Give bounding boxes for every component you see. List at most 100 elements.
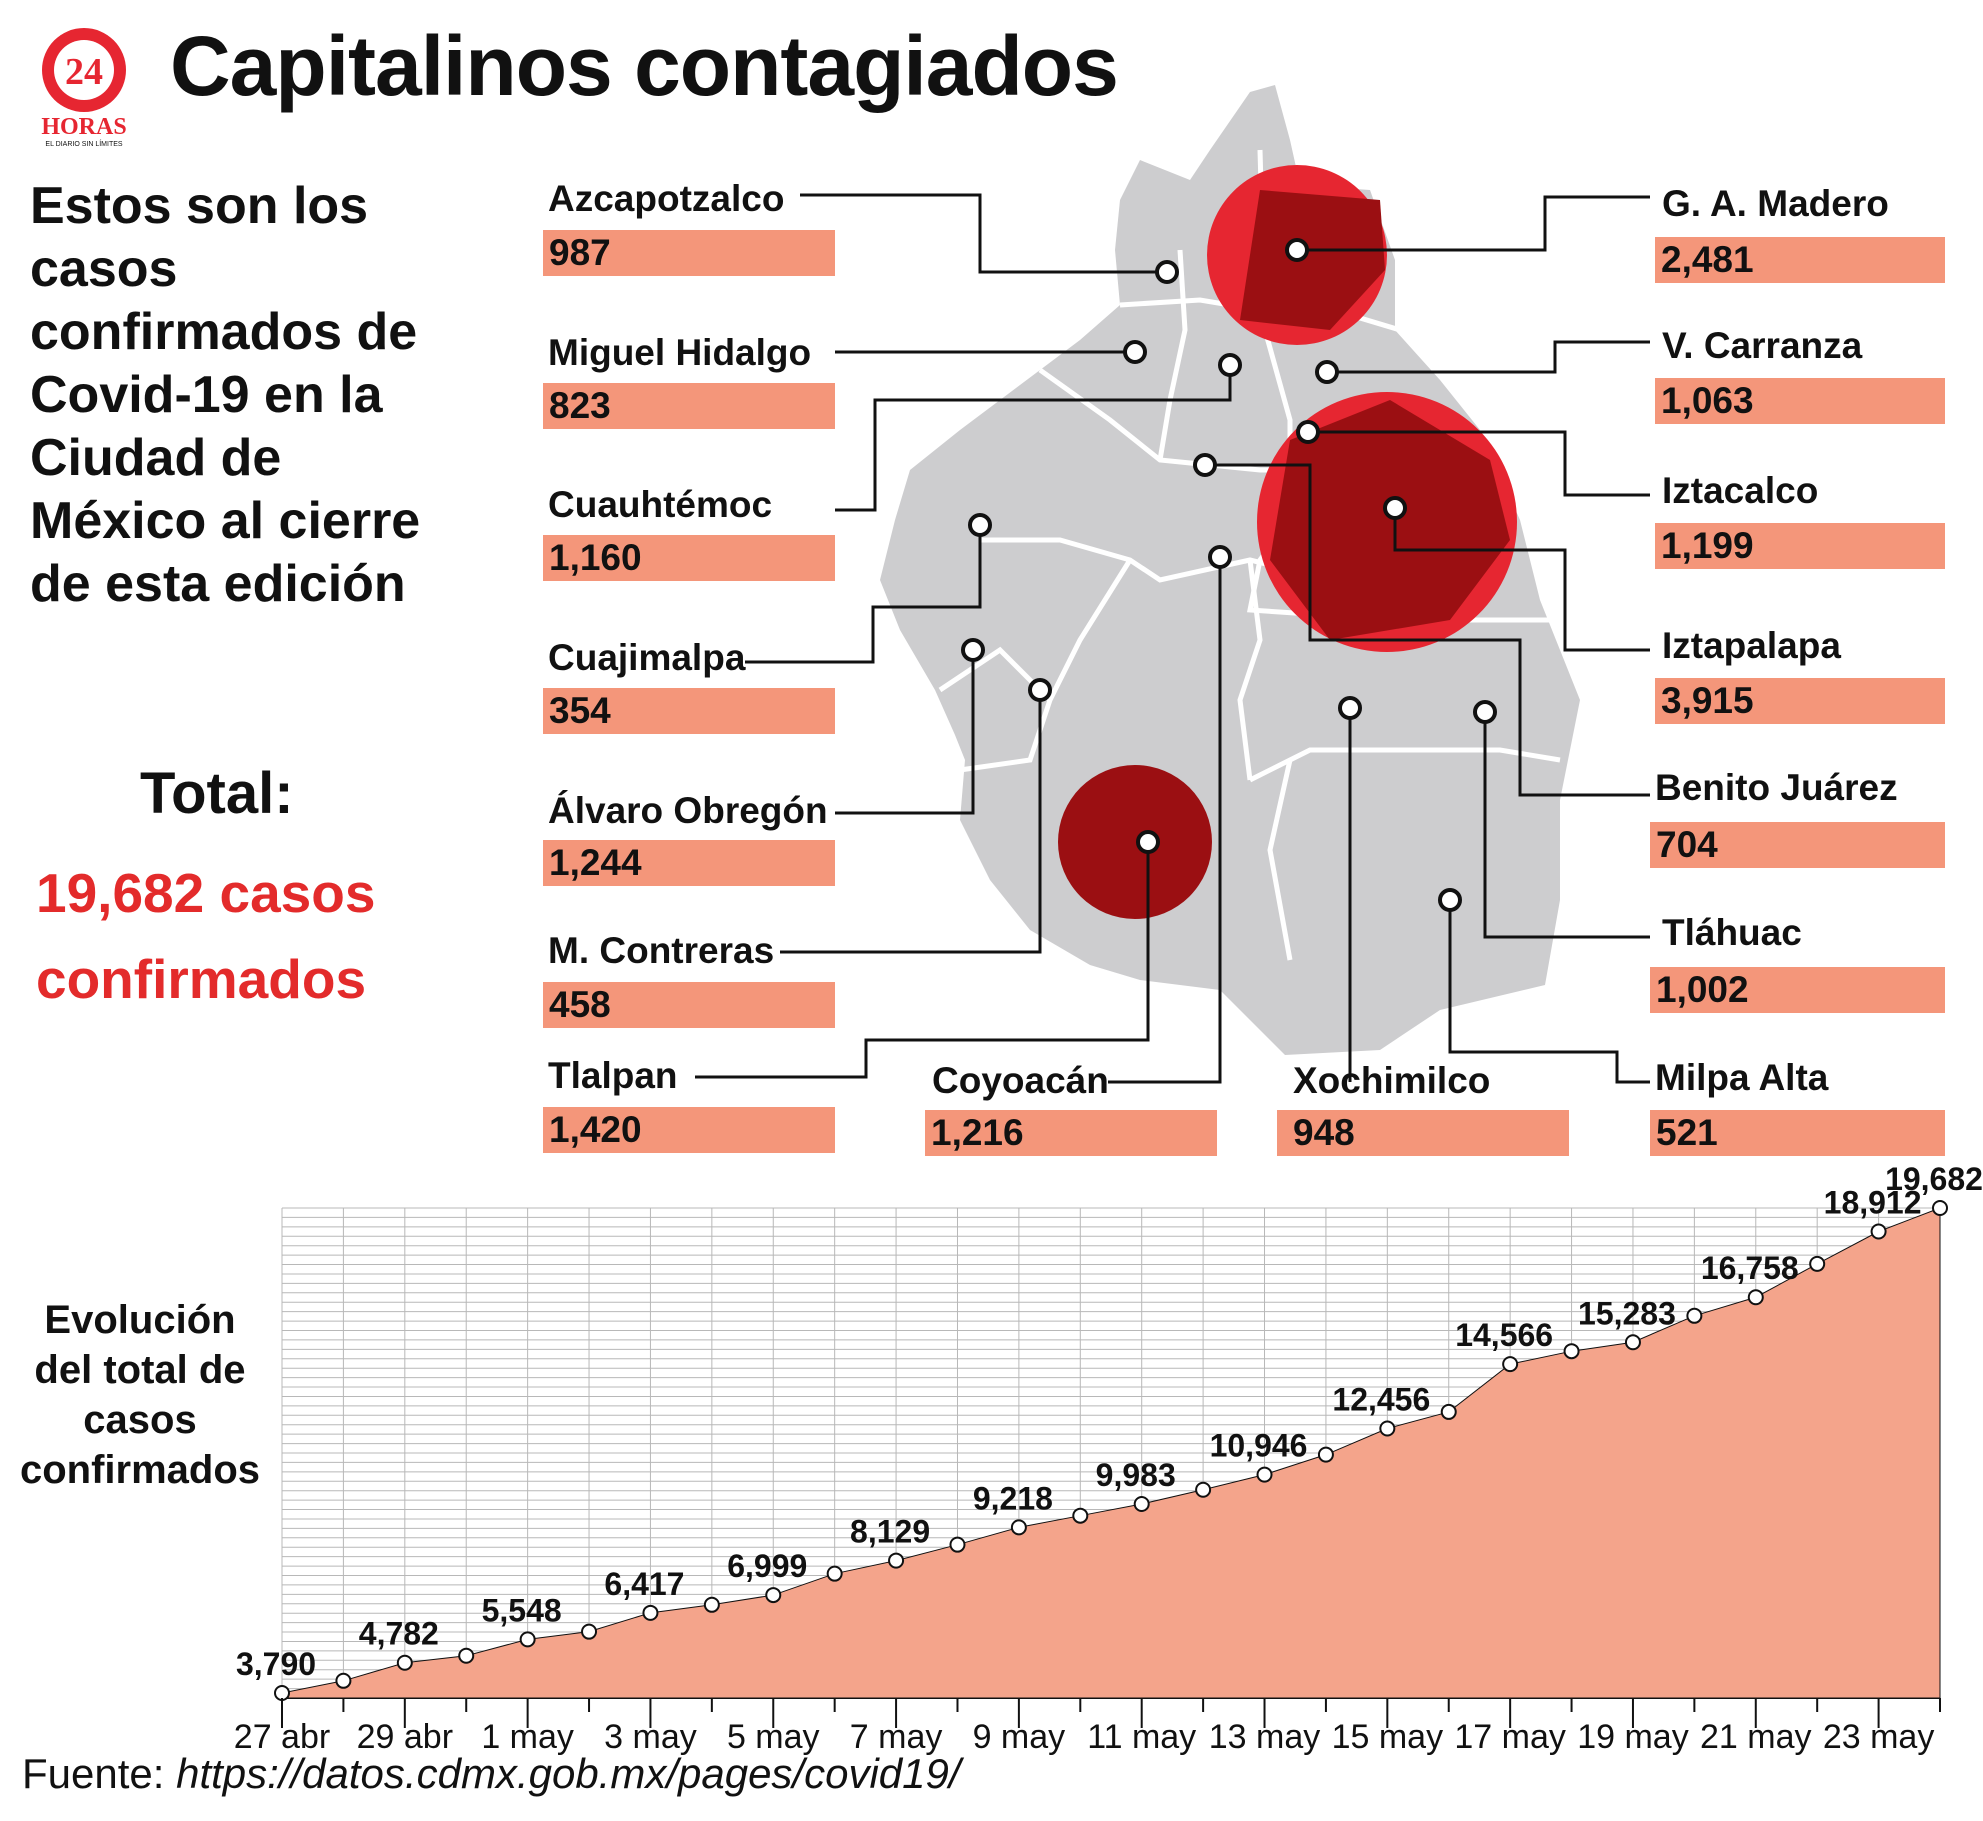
page-title: Capitalinos contagiados	[170, 19, 1119, 113]
logo-tagline: EL DIARIO SIN LÍMITES	[45, 139, 122, 148]
district-value: 2,481	[1655, 237, 1945, 283]
district-value: 1,002	[1650, 967, 1945, 1013]
district-value: 987	[543, 230, 835, 276]
data-point	[1379, 1420, 1396, 1437]
district-label: Benito Juárez	[1655, 767, 1898, 808]
data-point	[1317, 1446, 1334, 1463]
chart-x-ticks: 27 abr 29 abr 1 may 3 may 5 may 7 may 9 may 11 …	[234, 1698, 1941, 1756]
data-point	[396, 1654, 413, 1671]
data-label: 3,790	[236, 1646, 316, 1682]
data-label: 6,417	[604, 1566, 684, 1602]
data-label: 12,456	[1332, 1382, 1430, 1418]
district-label: Iztapalapa	[1662, 625, 1841, 666]
data-point	[826, 1565, 843, 1582]
intro-text: Estos son los casos confirmados de Covid…	[30, 177, 421, 613]
data-point	[519, 1631, 536, 1648]
x-tick-label: 7 may	[850, 1718, 943, 1756]
x-tick-label: 23 may	[1823, 1718, 1935, 1756]
data-point	[1870, 1223, 1887, 1240]
data-point	[949, 1536, 966, 1553]
district-label: V. Carranza	[1662, 325, 1863, 366]
district-value: 521	[1650, 1110, 1945, 1156]
data-point	[1809, 1255, 1826, 1272]
district-label: Tlalpan	[548, 1055, 678, 1096]
bubble-ga-madero-inner	[1240, 190, 1385, 330]
marker-cuauhtemoc	[1218, 353, 1242, 377]
data-point	[1502, 1356, 1519, 1373]
district-label: Xochimilco	[1293, 1060, 1491, 1101]
district-value: 458	[543, 982, 835, 1028]
x-tick-label: 19 may	[1577, 1718, 1689, 1756]
source-url[interactable]: https://datos.cdmx.gob.mx/pages/covid19/	[176, 1750, 961, 1797]
district-label: Álvaro Obregón	[548, 790, 828, 831]
district-label: Cuauhtémoc	[548, 484, 773, 525]
data-point	[703, 1596, 720, 1613]
map-shape	[880, 85, 1580, 1055]
data-label: 8,129	[850, 1514, 930, 1550]
logo-number: 24	[65, 51, 103, 93]
x-tick-label: 5 may	[727, 1718, 820, 1756]
evolution-label: Evolución del total de casos confirmados	[19, 1298, 261, 1492]
source-prefix: Fuente:	[22, 1750, 177, 1797]
data-point	[335, 1672, 352, 1689]
marker-milpa-alta	[1438, 888, 1462, 912]
district-label: Iztacalco	[1662, 470, 1819, 511]
leader-lines	[695, 193, 1650, 1084]
x-tick-label: 1 may	[481, 1718, 574, 1756]
logo-name: HORAS	[41, 114, 126, 140]
data-label: 9,983	[1096, 1457, 1176, 1493]
marker-ga-madero	[1285, 238, 1309, 262]
data-point	[1072, 1507, 1089, 1524]
marker-tlalpan	[1136, 830, 1160, 854]
marker-coyoacan	[1208, 545, 1232, 569]
district-value: 704	[1650, 822, 1945, 868]
marker-miguel-hidalgo	[1123, 340, 1147, 364]
marker-tlahuac	[1473, 700, 1497, 724]
district-label: M. Contreras	[548, 930, 775, 971]
source-note: Fuente: https://datos.cdmx.gob.mx/pages/…	[22, 1750, 961, 1798]
marker-alvaro-obregon	[961, 638, 985, 662]
district-value: 1,160	[543, 535, 835, 581]
total-label: Total:	[140, 761, 294, 826]
district-label: G. A. Madero	[1662, 183, 1889, 224]
marker-benito-juarez	[1193, 453, 1217, 477]
data-point	[1440, 1403, 1457, 1420]
x-tick-label: 3 may	[604, 1718, 697, 1756]
district-value: 354	[543, 688, 835, 734]
data-label: 18,912	[1824, 1184, 1922, 1220]
x-tick-label: 11 may	[1087, 1718, 1196, 1756]
data-point	[274, 1685, 290, 1701]
marker-v-carranza	[1315, 360, 1339, 384]
data-point	[1747, 1289, 1764, 1306]
bubble-iztapalapa-inner	[1270, 400, 1510, 640]
district-value: 1,063	[1655, 378, 1945, 424]
data-label: 6,999	[727, 1548, 807, 1584]
district-label: Miguel Hidalgo	[548, 332, 812, 373]
district-label: Azcapotzalco	[548, 178, 785, 219]
district-label: Cuajimalpa	[548, 637, 746, 678]
district-value: 1,216	[925, 1110, 1217, 1156]
data-label: 10,946	[1210, 1428, 1308, 1464]
data-point	[765, 1587, 782, 1604]
logo: 24 HORAS EL DIARIO SIN LÍMITES	[28, 18, 140, 148]
district-value: 1,420	[543, 1107, 835, 1153]
data-label: 14,566	[1455, 1317, 1553, 1353]
marker-m-contreras	[1028, 678, 1052, 702]
marker-iztacalco	[1296, 420, 1320, 444]
data-label: 19,682	[1885, 1161, 1983, 1197]
marker-xochimilco	[1338, 696, 1362, 720]
data-point	[1563, 1343, 1580, 1360]
data-point	[1256, 1466, 1273, 1483]
x-tick-label: 13 may	[1209, 1718, 1321, 1756]
district-label: Tláhuac	[1662, 912, 1802, 953]
district-value: 1,244	[543, 840, 835, 886]
chart-data-labels: 3,790 4,782 5,548 6,417 6,999 8,129 9,218 9,983…	[236, 1161, 1983, 1682]
x-tick-label: 15 may	[1332, 1718, 1444, 1756]
district-label: Milpa Alta	[1655, 1057, 1829, 1098]
data-point	[1932, 1200, 1948, 1216]
data-point	[1010, 1519, 1027, 1536]
marker-cuajimalpa	[968, 513, 992, 537]
data-point	[888, 1552, 905, 1569]
data-point	[1195, 1481, 1212, 1498]
